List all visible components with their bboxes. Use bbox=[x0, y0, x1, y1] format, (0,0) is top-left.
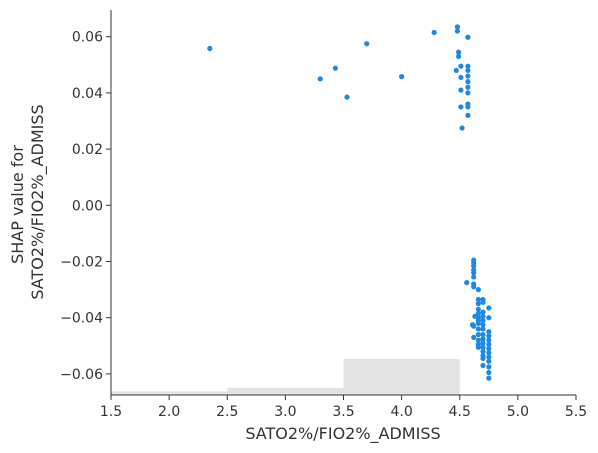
data-point-5 bbox=[399, 74, 405, 80]
data-point-30 bbox=[471, 263, 477, 269]
data-point-56 bbox=[480, 313, 486, 319]
data-point-75 bbox=[486, 350, 492, 356]
data-point-23 bbox=[465, 90, 471, 96]
data-point-70 bbox=[486, 329, 492, 335]
data-point-67 bbox=[480, 362, 486, 369]
data-point-43 bbox=[475, 306, 481, 312]
data-point-52 bbox=[475, 344, 481, 350]
data-point-21 bbox=[465, 79, 471, 85]
data-point-40 bbox=[475, 287, 481, 293]
data-point-69 bbox=[486, 315, 492, 321]
y-tick-label-3: 0.00 bbox=[72, 198, 103, 214]
data-point-39 bbox=[471, 334, 477, 340]
data-point-72 bbox=[486, 337, 492, 343]
x-tick-label-8: 5.5 bbox=[565, 404, 587, 420]
data-point-26 bbox=[465, 112, 471, 118]
x-tick-label-2: 2.5 bbox=[216, 404, 238, 420]
data-point-50 bbox=[475, 337, 481, 343]
data-point-62 bbox=[480, 340, 486, 346]
x-tick-label-6: 4.5 bbox=[449, 404, 471, 420]
data-point-64 bbox=[480, 348, 486, 355]
data-point-57 bbox=[480, 317, 486, 324]
data-point-20 bbox=[465, 73, 471, 79]
data-point-73 bbox=[486, 341, 492, 348]
data-point-38 bbox=[471, 323, 477, 329]
data-point-44 bbox=[475, 310, 481, 317]
data-point-25 bbox=[465, 104, 471, 110]
data-point-54 bbox=[480, 299, 486, 305]
data-point-27 bbox=[464, 279, 470, 286]
data-point-12 bbox=[458, 63, 464, 69]
data-point-9 bbox=[454, 28, 461, 34]
data-point-32 bbox=[471, 270, 477, 276]
data-point-61 bbox=[480, 336, 486, 342]
x-tick-label-5: 4.0 bbox=[390, 404, 412, 420]
y-axis-title-line-2: SATO2%/FIO2%_ADMISS bbox=[28, 104, 48, 299]
data-point-71 bbox=[486, 333, 492, 339]
data-point-7 bbox=[453, 67, 459, 74]
histogram-bar-2 bbox=[343, 359, 460, 395]
x-tick-label-7: 5.0 bbox=[507, 404, 529, 420]
histogram-bar-0 bbox=[111, 391, 228, 395]
data-point-15 bbox=[458, 104, 464, 110]
data-point-10 bbox=[455, 49, 462, 55]
histogram-layer bbox=[111, 359, 460, 395]
y-ticks: 0.06 0.04 0.02 0.00 −0.02 −0.04 −0.06 bbox=[60, 30, 111, 383]
data-point-19 bbox=[465, 67, 471, 74]
data-point-66 bbox=[480, 355, 486, 362]
data-point-55 bbox=[480, 309, 486, 315]
data-point-2 bbox=[332, 65, 338, 71]
x-ticks: 1.5 2.0 2.5 3.0 3.5 4.0 4.5 5.0 5.5 bbox=[100, 395, 587, 420]
x-axis-title: SATO2%/FIO2%_ADMISS bbox=[245, 424, 440, 444]
data-point-59 bbox=[480, 326, 486, 332]
data-point-3 bbox=[344, 94, 350, 100]
data-point-63 bbox=[480, 344, 486, 350]
data-point-11 bbox=[455, 53, 462, 59]
data-point-58 bbox=[480, 322, 486, 328]
x-tick-label-3: 3.0 bbox=[274, 404, 296, 420]
points-layer bbox=[207, 24, 492, 381]
data-point-79 bbox=[486, 369, 492, 376]
x-tick-label-0: 1.5 bbox=[100, 404, 122, 420]
data-point-22 bbox=[465, 84, 471, 90]
data-point-74 bbox=[486, 346, 492, 352]
data-point-17 bbox=[465, 34, 471, 40]
y-tick-label-1: 0.04 bbox=[72, 86, 103, 102]
data-point-47 bbox=[475, 320, 481, 326]
data-point-16 bbox=[459, 125, 465, 131]
data-point-80 bbox=[486, 375, 492, 381]
data-point-13 bbox=[458, 74, 464, 81]
y-tick-label-4: −0.02 bbox=[60, 255, 103, 271]
data-point-60 bbox=[480, 331, 486, 338]
data-point-0 bbox=[207, 45, 213, 52]
data-point-33 bbox=[471, 274, 477, 280]
data-point-42 bbox=[475, 301, 481, 307]
data-point-41 bbox=[475, 296, 481, 303]
data-point-6 bbox=[431, 29, 437, 36]
data-point-78 bbox=[486, 364, 492, 370]
data-point-18 bbox=[465, 63, 471, 69]
data-point-4 bbox=[364, 41, 370, 47]
data-point-49 bbox=[475, 331, 481, 338]
y-axis-title: SHAP value for SATO2%/FIO2%_ADMISS bbox=[8, 104, 48, 299]
histogram-bar-1 bbox=[227, 387, 344, 395]
data-point-68 bbox=[486, 305, 492, 311]
data-point-77 bbox=[486, 358, 492, 364]
data-point-48 bbox=[475, 326, 481, 332]
data-point-8 bbox=[454, 24, 461, 30]
x-tick-label-1: 2.0 bbox=[158, 404, 180, 420]
data-point-76 bbox=[486, 354, 492, 360]
y-axis-title-line-1: SHAP value for bbox=[8, 145, 27, 264]
x-tick-label-4: 3.5 bbox=[332, 404, 354, 420]
y-tick-label-0: 0.06 bbox=[72, 30, 103, 46]
data-point-35 bbox=[471, 284, 477, 290]
y-tick-label-2: 0.02 bbox=[72, 142, 103, 158]
y-tick-label-6: −0.06 bbox=[60, 367, 103, 383]
data-point-14 bbox=[458, 87, 464, 93]
data-point-1 bbox=[317, 76, 323, 82]
y-tick-label-5: −0.04 bbox=[60, 311, 103, 327]
